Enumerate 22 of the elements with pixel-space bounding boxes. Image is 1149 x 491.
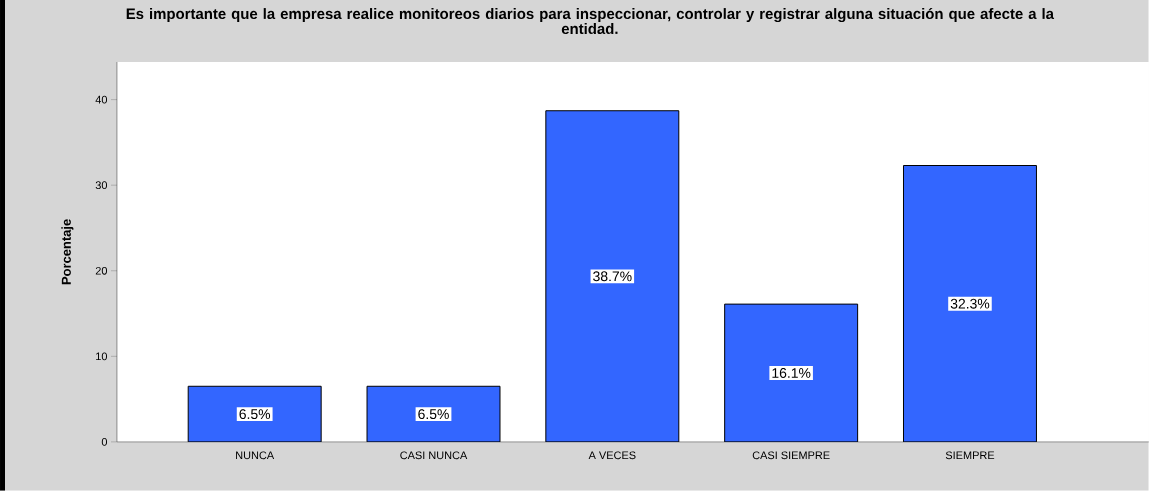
chart-title: Es importante que la empresa realice monitoreos diarios para inspeccionar, controlar y registrar alguna situación que afecte a la entidad.	[126, 8, 1055, 35]
data-label: 6.5%	[418, 409, 449, 420]
x-tick-label: NUNCA	[236, 451, 275, 460]
data-label: 16.1%	[772, 368, 811, 379]
bar	[366, 385, 501, 442]
y-tick-label: 10	[96, 352, 108, 361]
x-tick-label: CASI SIEMPRE	[752, 451, 830, 460]
data-label: 32.3%	[950, 298, 990, 309]
y-tick-label: 20	[95, 266, 108, 275]
bar	[187, 385, 322, 442]
bar	[545, 110, 680, 442]
x-tick-label: SIEMPRE	[945, 451, 995, 460]
y-axis-title: Porcentaje	[61, 219, 74, 285]
x-tick-label: CASI NUNCA	[400, 451, 468, 460]
y-tick-label: 40	[95, 95, 108, 104]
data-label: 6.5%	[239, 409, 271, 420]
bar	[902, 165, 1037, 442]
bar	[724, 303, 859, 442]
data-label: 38.7%	[593, 271, 632, 282]
x-tick-label: A VECES	[588, 451, 636, 460]
y-tick-label: 30	[95, 181, 108, 190]
y-tick-label: 0	[101, 438, 108, 446]
